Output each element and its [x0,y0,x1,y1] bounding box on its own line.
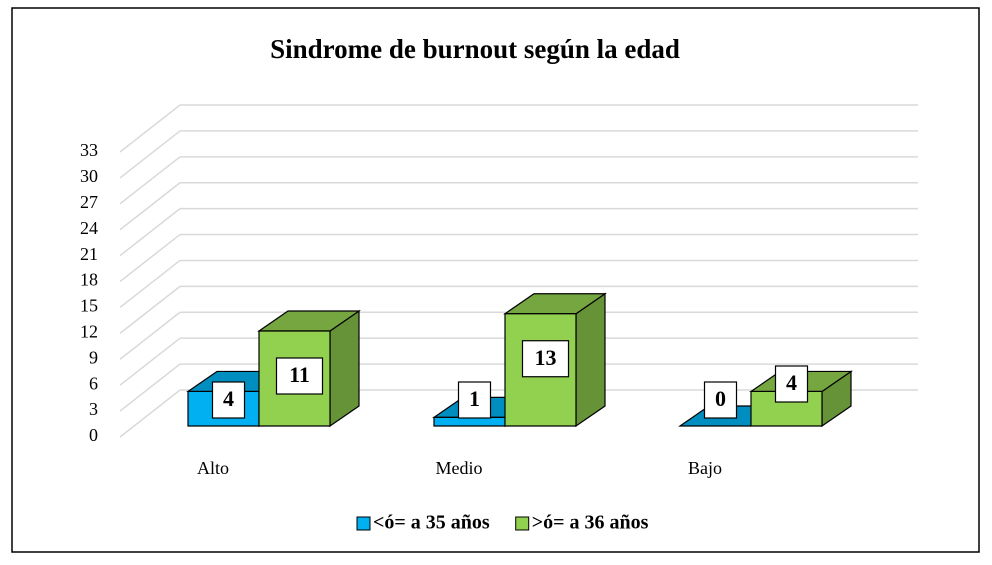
y-tick-label: 33 [80,140,98,160]
bar-front [433,416,506,427]
data-label-box [275,357,324,395]
side-grid-line [119,233,181,283]
bar-side [575,292,606,428]
side-grid-line [119,208,181,257]
legend-label: <ó= a 35 años [373,512,490,534]
legend-swatch [515,516,530,531]
data-label: 11 [289,362,310,387]
legend-label: >ó= a 36 años [532,512,649,534]
data-label-box [457,381,492,419]
y-tick-label: 0 [89,425,98,445]
side-grid-line [119,156,181,205]
y-tick-label: 6 [89,373,98,393]
y-tick-label: 27 [80,192,98,212]
side-grid-line [119,104,181,153]
x-tick-label: Medio [436,458,483,478]
data-label: 4 [223,386,234,411]
y-tick-label: 18 [80,270,98,290]
y-tick-label: 3 [89,399,98,419]
data-label-box [703,381,738,419]
data-label-box [211,381,246,419]
legend-swatch [356,516,371,531]
chart-title: Sindrome de burnout según la edad [270,34,680,64]
y-tick-label: 21 [80,244,98,264]
y-tick-label: 24 [80,218,98,238]
side-grid-line [119,311,181,360]
x-tick-label: Alto [197,458,229,478]
y-tick-label: 15 [80,296,98,316]
data-label: 0 [715,386,726,411]
side-grid-line [119,363,181,412]
data-label-box [521,340,570,378]
chart-frame [11,7,980,553]
data-label-box [774,365,809,403]
y-tick-label: 9 [89,347,98,367]
data-label: 13 [535,345,557,370]
y-tick-label: 30 [80,166,98,186]
side-grid-line [119,389,181,438]
side-grid-line [119,285,181,334]
side-grid-line [119,182,181,231]
x-tick-label: Bajo [688,458,722,478]
data-label: 4 [786,370,797,395]
side-grid-line [119,337,181,386]
side-grid-line [119,130,181,179]
side-grid-line [119,259,181,309]
y-tick-label: 12 [80,321,98,341]
data-label: 1 [469,386,480,411]
